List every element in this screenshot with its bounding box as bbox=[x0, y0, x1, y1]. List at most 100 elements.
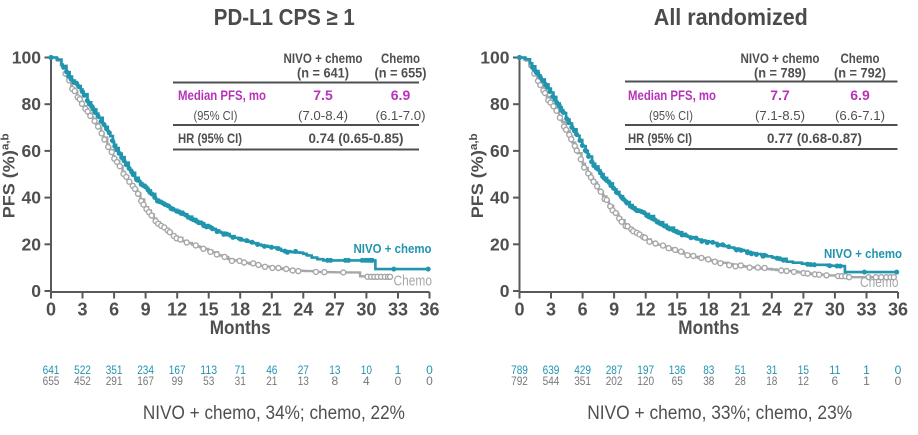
svg-text:83: 83 bbox=[703, 363, 714, 377]
svg-text:0: 0 bbox=[395, 374, 402, 388]
svg-text:6.9: 6.9 bbox=[391, 87, 411, 103]
svg-text:(7.1-8.5): (7.1-8.5) bbox=[755, 108, 805, 123]
svg-text:0.74 (0.65-0.85): 0.74 (0.65-0.85) bbox=[309, 130, 404, 146]
svg-text:202: 202 bbox=[606, 374, 623, 388]
svg-text:80: 80 bbox=[22, 94, 42, 114]
svg-text:(95% CI): (95% CI) bbox=[649, 108, 693, 123]
svg-text:15: 15 bbox=[199, 300, 219, 320]
svg-text:(6.6-7.1): (6.6-7.1) bbox=[835, 108, 885, 123]
svg-text:351: 351 bbox=[106, 363, 123, 377]
svg-text:(6.1-7.0): (6.1-7.0) bbox=[376, 108, 426, 123]
svg-text:Chemo: Chemo bbox=[860, 274, 899, 291]
svg-text:(7.0-8.4): (7.0-8.4) bbox=[298, 108, 348, 123]
svg-text:544: 544 bbox=[543, 374, 560, 388]
svg-text:8: 8 bbox=[332, 374, 339, 388]
svg-text:(n = 789): (n = 789) bbox=[754, 66, 806, 81]
svg-text:60: 60 bbox=[22, 141, 42, 161]
svg-text:27: 27 bbox=[298, 363, 309, 377]
svg-text:30: 30 bbox=[825, 300, 845, 320]
svg-text:9: 9 bbox=[141, 300, 151, 320]
svg-text:All randomized: All randomized bbox=[654, 4, 808, 30]
svg-text:792: 792 bbox=[511, 374, 528, 388]
svg-text:287: 287 bbox=[606, 363, 623, 377]
svg-text:36: 36 bbox=[888, 300, 908, 320]
svg-text:136: 136 bbox=[669, 363, 686, 377]
svg-text:0: 0 bbox=[426, 363, 433, 377]
svg-text:PFS (%)a,b: PFS (%)a,b bbox=[468, 133, 487, 218]
svg-text:100: 100 bbox=[12, 48, 41, 68]
svg-text:0: 0 bbox=[514, 300, 524, 320]
svg-text:0.77 (0.68-0.87): 0.77 (0.68-0.87) bbox=[767, 130, 862, 146]
svg-text:27: 27 bbox=[325, 300, 345, 320]
svg-text:12: 12 bbox=[636, 300, 656, 320]
svg-text:NIVO + chemo: NIVO + chemo bbox=[284, 51, 363, 66]
svg-text:1: 1 bbox=[863, 363, 870, 377]
svg-text:0: 0 bbox=[895, 374, 902, 388]
svg-text:7.7: 7.7 bbox=[770, 87, 790, 103]
svg-text:51: 51 bbox=[735, 363, 746, 377]
svg-text:Chemo: Chemo bbox=[841, 51, 880, 66]
svg-text:33: 33 bbox=[856, 300, 876, 320]
svg-text:NIVO + chemo: NIVO + chemo bbox=[741, 51, 820, 66]
svg-text:20: 20 bbox=[490, 234, 510, 254]
svg-text:452: 452 bbox=[74, 374, 91, 388]
svg-text:351: 351 bbox=[574, 374, 591, 388]
svg-text:Median PFS, mo: Median PFS, mo bbox=[628, 87, 716, 103]
svg-text:21: 21 bbox=[266, 374, 277, 388]
svg-text:18: 18 bbox=[230, 300, 250, 320]
svg-text:0: 0 bbox=[46, 300, 56, 320]
svg-text:6: 6 bbox=[832, 374, 839, 388]
svg-text:1: 1 bbox=[863, 374, 870, 388]
svg-text:13: 13 bbox=[298, 374, 309, 388]
svg-text:9: 9 bbox=[609, 300, 619, 320]
svg-text:0: 0 bbox=[895, 363, 902, 377]
svg-text:18: 18 bbox=[766, 374, 777, 388]
svg-text:167: 167 bbox=[169, 363, 186, 377]
svg-text:27: 27 bbox=[793, 300, 813, 320]
svg-text:65: 65 bbox=[672, 374, 683, 388]
svg-text:Months: Months bbox=[210, 317, 271, 339]
svg-text:NIVO + chemo: NIVO + chemo bbox=[354, 241, 432, 256]
svg-text:120: 120 bbox=[637, 374, 654, 388]
svg-text:522: 522 bbox=[74, 363, 91, 377]
svg-text:31: 31 bbox=[766, 363, 777, 377]
svg-text:0: 0 bbox=[31, 281, 41, 301]
svg-text:1: 1 bbox=[395, 363, 402, 377]
svg-text:40: 40 bbox=[490, 188, 510, 208]
svg-text:0: 0 bbox=[500, 281, 510, 301]
svg-text:NIVO + chemo, 34%; chemo, 22%: NIVO + chemo, 34%; chemo, 22% bbox=[143, 403, 405, 424]
svg-text:(95% CI): (95% CI) bbox=[194, 108, 238, 123]
svg-text:HR (95% CI): HR (95% CI) bbox=[628, 130, 692, 146]
svg-text:13: 13 bbox=[329, 363, 340, 377]
svg-text:15: 15 bbox=[798, 363, 809, 377]
svg-text:(n = 655): (n = 655) bbox=[375, 66, 427, 81]
svg-text:6: 6 bbox=[578, 300, 588, 320]
svg-text:53: 53 bbox=[203, 374, 214, 388]
svg-text:21: 21 bbox=[262, 300, 282, 320]
svg-text:40: 40 bbox=[22, 188, 42, 208]
svg-text:6: 6 bbox=[109, 300, 119, 320]
svg-text:12: 12 bbox=[798, 374, 809, 388]
svg-text:71: 71 bbox=[235, 363, 246, 377]
svg-text:NIVO + chemo, 33%; chemo, 23%: NIVO + chemo, 33%; chemo, 23% bbox=[587, 403, 852, 424]
svg-text:Chemo: Chemo bbox=[394, 273, 433, 290]
svg-text:NIVO + chemo: NIVO + chemo bbox=[824, 246, 902, 261]
svg-text:197: 197 bbox=[637, 363, 654, 377]
svg-text:21: 21 bbox=[730, 300, 750, 320]
svg-text:HR (95% CI): HR (95% CI) bbox=[178, 130, 242, 146]
svg-text:(n = 792): (n = 792) bbox=[834, 66, 886, 81]
svg-text:80: 80 bbox=[490, 94, 510, 114]
svg-text:789: 789 bbox=[511, 363, 528, 377]
svg-text:11: 11 bbox=[829, 363, 840, 377]
svg-text:113: 113 bbox=[200, 363, 217, 377]
svg-text:31: 31 bbox=[235, 374, 246, 388]
svg-text:24: 24 bbox=[293, 300, 313, 320]
svg-text:24: 24 bbox=[762, 300, 782, 320]
svg-text:639: 639 bbox=[543, 363, 560, 377]
svg-text:655: 655 bbox=[43, 374, 60, 388]
svg-text:30: 30 bbox=[356, 300, 376, 320]
svg-text:Chemo: Chemo bbox=[381, 51, 420, 66]
svg-text:Median PFS, mo: Median PFS, mo bbox=[178, 87, 266, 103]
svg-text:3: 3 bbox=[77, 300, 87, 320]
svg-text:3: 3 bbox=[546, 300, 556, 320]
